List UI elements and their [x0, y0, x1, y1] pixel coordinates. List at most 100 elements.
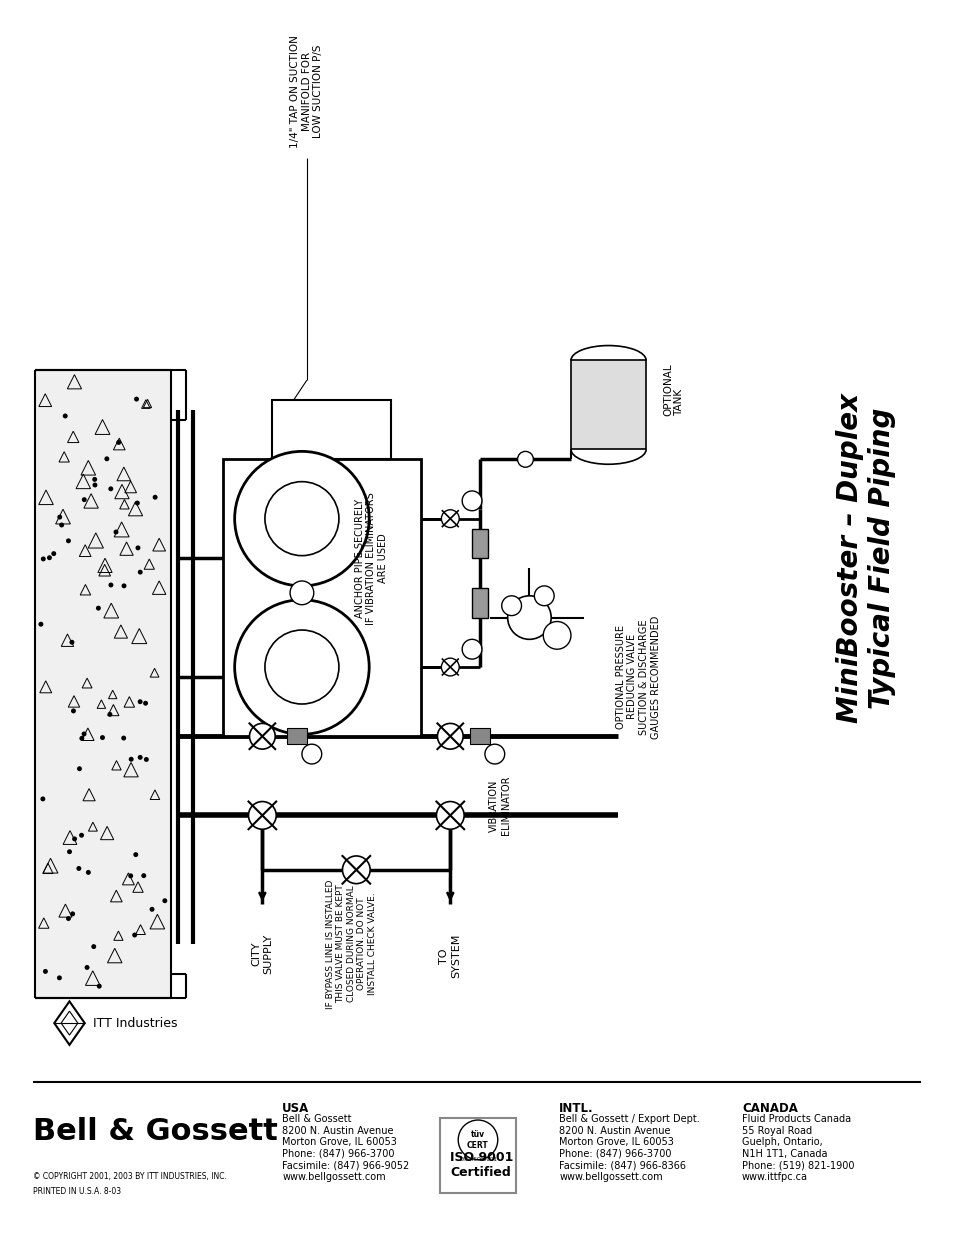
Bar: [440, 1118, 515, 1193]
Circle shape: [72, 836, 77, 841]
Circle shape: [265, 630, 338, 704]
Circle shape: [71, 709, 76, 714]
Circle shape: [43, 969, 48, 974]
Bar: [287, 729, 307, 745]
Bar: [570, 361, 645, 450]
Circle shape: [59, 522, 64, 527]
Circle shape: [79, 736, 84, 741]
Circle shape: [234, 451, 369, 585]
Circle shape: [461, 640, 481, 659]
Circle shape: [121, 736, 126, 741]
Text: INTL.: INTL.: [558, 1103, 593, 1115]
Circle shape: [108, 711, 112, 716]
Circle shape: [234, 600, 369, 735]
Circle shape: [132, 932, 137, 937]
Circle shape: [542, 621, 570, 650]
Circle shape: [96, 605, 101, 610]
Circle shape: [66, 916, 71, 921]
Circle shape: [441, 658, 458, 676]
Circle shape: [441, 510, 458, 527]
Bar: [223, 459, 420, 736]
Text: ISO 9001
Certified: ISO 9001 Certified: [450, 1151, 513, 1179]
Circle shape: [57, 515, 62, 520]
Circle shape: [40, 797, 46, 802]
Circle shape: [76, 866, 81, 871]
Circle shape: [248, 802, 276, 829]
Circle shape: [85, 965, 90, 969]
Text: ANCHOR PIPE SECURELY
IF VIBRATION ELIMINATORS
ARE USED: ANCHOR PIPE SECURELY IF VIBRATION ELIMIN…: [355, 492, 387, 625]
Circle shape: [109, 487, 113, 492]
Circle shape: [71, 911, 75, 916]
Circle shape: [113, 530, 118, 535]
Circle shape: [342, 856, 370, 884]
Circle shape: [47, 556, 51, 561]
Circle shape: [134, 500, 140, 505]
Circle shape: [67, 850, 71, 855]
Text: TO
SYSTEM: TO SYSTEM: [439, 934, 460, 978]
Text: Bell & Gossett: Bell & Gossett: [32, 1118, 277, 1146]
Circle shape: [134, 396, 139, 401]
Circle shape: [116, 440, 121, 445]
Circle shape: [92, 483, 97, 488]
Text: Bell & Gossett / Export Dept.
8200 N. Austin Avenue
Morton Grove, IL 60053
Phone: Bell & Gossett / Export Dept. 8200 N. Au…: [558, 1114, 700, 1182]
Text: OPTIONAL
TANK: OPTIONAL TANK: [662, 364, 684, 416]
Circle shape: [128, 873, 133, 878]
Circle shape: [129, 757, 133, 762]
Circle shape: [77, 766, 82, 771]
Circle shape: [137, 569, 143, 574]
Circle shape: [162, 898, 167, 903]
Circle shape: [57, 976, 62, 981]
Circle shape: [517, 451, 533, 467]
Circle shape: [290, 580, 314, 605]
Circle shape: [86, 869, 91, 874]
Text: ITT Industries: ITT Industries: [92, 1016, 177, 1030]
Circle shape: [250, 724, 274, 750]
Circle shape: [38, 621, 43, 626]
Circle shape: [137, 699, 142, 704]
Circle shape: [92, 477, 97, 482]
Text: tüv
CERT: tüv CERT: [467, 1130, 488, 1150]
Text: OPTIONAL PRESSURE
REDUCING VALVE
SUCTION & DISCHARGE
GAUGES RECOMMENDED: OPTIONAL PRESSURE REDUCING VALVE SUCTION…: [616, 615, 659, 739]
Circle shape: [301, 745, 321, 764]
Circle shape: [137, 755, 143, 760]
Text: VIBRATION
ELIMINATOR: VIBRATION ELIMINATOR: [489, 776, 510, 835]
Text: MiniBooster – Duplex
Typical Field Piping: MiniBooster – Duplex Typical Field Pipin…: [835, 393, 895, 724]
Circle shape: [141, 873, 146, 878]
Text: © COPYRIGHT 2001, 2003 BY ITT INDUSTRIES, INC.: © COPYRIGHT 2001, 2003 BY ITT INDUSTRIES…: [32, 1172, 227, 1181]
Circle shape: [501, 595, 521, 615]
Circle shape: [144, 757, 149, 762]
Text: 1/4" TAP ON SUCTION
MANIFOLD FOR
LOW SUCTION P/S: 1/4" TAP ON SUCTION MANIFOLD FOR LOW SUC…: [290, 35, 323, 148]
Circle shape: [79, 832, 84, 837]
Circle shape: [484, 745, 504, 764]
Circle shape: [457, 1120, 497, 1160]
Text: Fluid Products Canada
55 Royal Road
Guelph, Ontario,
N1H 1T1, Canada
Phone: (519: Fluid Products Canada 55 Royal Road Guel…: [741, 1114, 854, 1182]
Circle shape: [135, 546, 140, 551]
Circle shape: [152, 495, 157, 500]
Text: PRINTED IN U.S.A. 8-03: PRINTED IN U.S.A. 8-03: [32, 1187, 121, 1195]
Circle shape: [109, 583, 113, 588]
Bar: [472, 588, 487, 618]
Text: DIN ISO 9001: DIN ISO 9001: [459, 1157, 496, 1162]
Bar: [470, 729, 489, 745]
Circle shape: [507, 595, 551, 640]
Circle shape: [51, 551, 56, 556]
Circle shape: [100, 735, 105, 740]
Circle shape: [461, 492, 481, 511]
Circle shape: [41, 557, 46, 562]
Bar: [472, 529, 487, 558]
Circle shape: [70, 640, 74, 645]
Circle shape: [534, 585, 554, 605]
Circle shape: [66, 538, 71, 543]
Circle shape: [150, 906, 154, 911]
Circle shape: [104, 456, 110, 462]
Circle shape: [265, 482, 338, 556]
Circle shape: [436, 802, 464, 829]
Bar: [272, 400, 391, 459]
Circle shape: [133, 852, 138, 857]
Text: CANADA: CANADA: [741, 1103, 797, 1115]
Circle shape: [143, 700, 148, 705]
Circle shape: [437, 724, 462, 750]
Circle shape: [63, 414, 68, 419]
Circle shape: [121, 583, 127, 588]
Circle shape: [82, 498, 87, 503]
